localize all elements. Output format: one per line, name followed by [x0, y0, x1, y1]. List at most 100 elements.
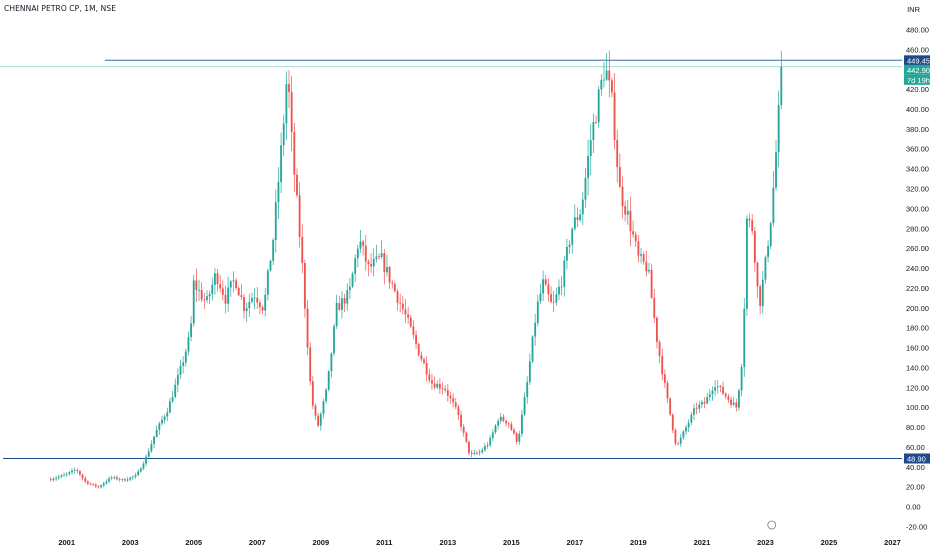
- y-tick-label: 160.00: [906, 344, 929, 353]
- candle-up: [486, 445, 489, 447]
- candle-up: [375, 256, 378, 260]
- candle-down: [195, 280, 198, 291]
- candle-up: [158, 423, 161, 430]
- x-tick-label: 2015: [503, 538, 520, 547]
- candle-up: [145, 456, 148, 464]
- candle-up: [264, 294, 267, 311]
- candle-down: [460, 415, 462, 427]
- candle-up: [213, 273, 216, 285]
- candle-up: [743, 308, 746, 367]
- candle-down: [610, 80, 613, 93]
- candle-down: [412, 326, 415, 335]
- candle-up: [147, 451, 150, 457]
- candle-up: [110, 477, 113, 479]
- y-tick-label: 300.00: [906, 204, 929, 213]
- candle-down: [235, 280, 238, 289]
- candle-down: [756, 262, 759, 287]
- candle-up: [605, 70, 608, 80]
- candle-down: [200, 290, 203, 300]
- candle-down: [515, 433, 518, 442]
- candle-up: [679, 437, 682, 444]
- currency-label: INR: [907, 5, 920, 14]
- candle-up: [640, 254, 642, 256]
- candle-up: [198, 290, 200, 291]
- candle-up: [523, 397, 526, 415]
- candle-up: [108, 478, 110, 482]
- candle-up: [565, 246, 568, 261]
- candle-down: [669, 398, 672, 415]
- candle-up: [584, 177, 587, 200]
- candle-up: [600, 79, 603, 90]
- candle-down: [261, 307, 264, 311]
- candle-up: [269, 260, 272, 271]
- candle-up: [179, 365, 182, 375]
- candle-down: [452, 398, 455, 403]
- candle-up: [706, 397, 709, 404]
- upper-level-price-tag: 449.45: [907, 56, 930, 65]
- candle-up: [285, 84, 288, 124]
- candle-up: [280, 145, 283, 182]
- candle-down: [550, 294, 552, 302]
- candle-up: [573, 217, 576, 229]
- candles-layer: [49, 50, 783, 489]
- candle-up: [711, 390, 714, 395]
- candle-down: [84, 478, 87, 482]
- candle-down: [118, 479, 121, 480]
- y-tick-label: 20.00: [906, 483, 925, 492]
- candle-up: [539, 293, 542, 302]
- candle-up: [327, 371, 330, 390]
- candle-down: [92, 484, 95, 485]
- candle-down: [94, 484, 97, 487]
- candle-down: [203, 299, 206, 301]
- candle-down: [695, 408, 698, 410]
- candle-down: [552, 301, 555, 303]
- candle-up: [592, 122, 595, 141]
- y-tick-label: 40.00: [906, 463, 925, 472]
- upper-level-price-tag-bg: [904, 55, 930, 66]
- candle-up: [245, 308, 248, 312]
- y-tick-label: 360.00: [906, 145, 929, 154]
- candle-down: [417, 343, 420, 356]
- candle-down: [216, 273, 219, 285]
- candle-up: [248, 301, 251, 309]
- candle-down: [391, 282, 394, 284]
- candle-down: [595, 122, 597, 123]
- candle-up: [526, 381, 529, 398]
- candle-down: [753, 231, 756, 263]
- candle-down: [655, 317, 658, 342]
- candle-up: [319, 413, 322, 426]
- candle-up: [372, 259, 375, 267]
- candle-down: [470, 452, 473, 454]
- candle-up: [206, 296, 208, 301]
- y-tick-label: 380.00: [906, 125, 929, 134]
- candle-up: [208, 294, 211, 297]
- candle-down: [428, 374, 431, 381]
- candle-up: [571, 228, 574, 245]
- candle-up: [211, 284, 214, 295]
- candle-down: [544, 279, 547, 285]
- y-tick-label: 180.00: [906, 324, 929, 333]
- symbol-title: CHENNAI PETRO CP, 1M, NSE: [4, 4, 117, 13]
- candle-down: [407, 314, 410, 318]
- candle-down: [502, 416, 505, 421]
- candle-up: [780, 66, 783, 105]
- candle-up: [560, 286, 563, 288]
- candle-down: [388, 267, 391, 283]
- candle-up: [251, 297, 253, 302]
- candle-down: [642, 254, 645, 262]
- candle-up: [65, 473, 68, 475]
- candle-up: [563, 260, 566, 287]
- candle-down: [658, 341, 661, 356]
- candle-down: [370, 264, 372, 267]
- candle-up: [690, 414, 693, 423]
- candle-down: [645, 261, 648, 272]
- candle-up: [187, 337, 190, 352]
- last-price-tag-bg: [904, 64, 930, 75]
- candle-down: [661, 355, 664, 375]
- candle-up: [436, 383, 439, 388]
- candle-up: [589, 140, 592, 157]
- candle-down: [759, 286, 762, 306]
